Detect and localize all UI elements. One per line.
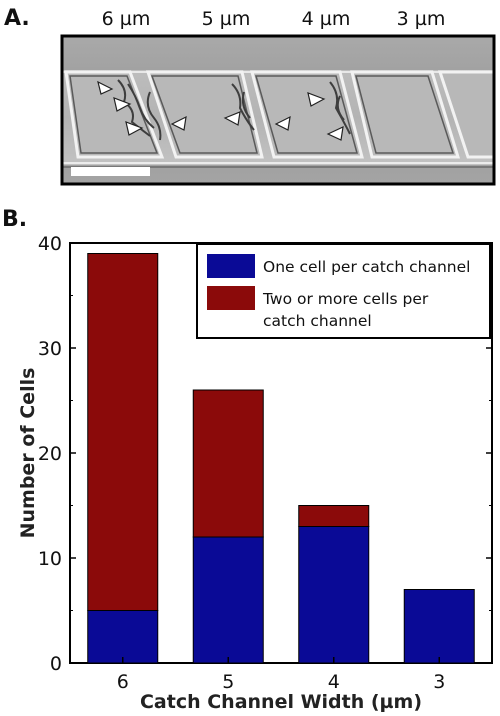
legend-swatch-1 [207,286,255,310]
channel-width-label-4: 4 µm [302,8,351,30]
bar-6-series-1 [87,253,159,611]
bar-5-series-0 [192,536,264,664]
channel-width-label-6: 6 µm [102,8,151,30]
y-tick-label-10: 10 [38,548,62,570]
channel-width-label-5: 5 µm [202,8,251,30]
legend-label-0-line-0: One cell per catch channel [263,258,470,276]
bar-chart: 0 10 20 30 40 6 5 4 3 Number of Cells Catch Cha… [17,233,493,713]
x-axis: 6 5 4 3 [117,657,445,693]
y-tick-label-40: 40 [38,233,62,255]
y-tick-label-20: 20 [38,443,62,465]
bar-4-series-1 [298,505,370,527]
trapped-cells [117,79,351,141]
bar-4-series-0 [298,526,370,664]
x-tick-label-5: 5 [222,671,234,693]
x-tick-label-6: 6 [117,671,129,693]
y-axis: 0 10 20 30 40 [38,233,492,675]
y-tick-label-0: 0 [50,653,62,675]
legend-label-1-line-0: Two or more cells per [262,290,429,308]
legend-swatch-0 [207,254,255,278]
catch-channel-6 [64,70,165,159]
x-tick-label-4: 4 [328,671,340,693]
x-axis-title: Catch Channel Width (µm) [140,691,422,713]
scale-bar [71,167,150,176]
channel-width-label-3: 3 µm [397,8,446,30]
micrograph [60,34,496,186]
catch-channel-3 [350,70,494,159]
panel-a-label: A. [4,6,30,31]
x-tick-label-3: 3 [433,671,445,693]
y-tick-label-30: 30 [38,338,62,360]
legend-label-1-line-1: catch channel [263,312,372,330]
bar-5-series-1 [192,389,264,538]
panel-b-label: B. [2,207,27,232]
y-axis-title: Number of Cells [17,368,39,539]
catch-channel-5 [145,70,264,159]
arrowheads [97,80,344,141]
bar-6-series-0 [87,610,159,664]
legend: One cell per catch channel Two or more ce… [196,243,491,339]
bar-3-series-0 [403,589,475,664]
bars [87,253,475,664]
